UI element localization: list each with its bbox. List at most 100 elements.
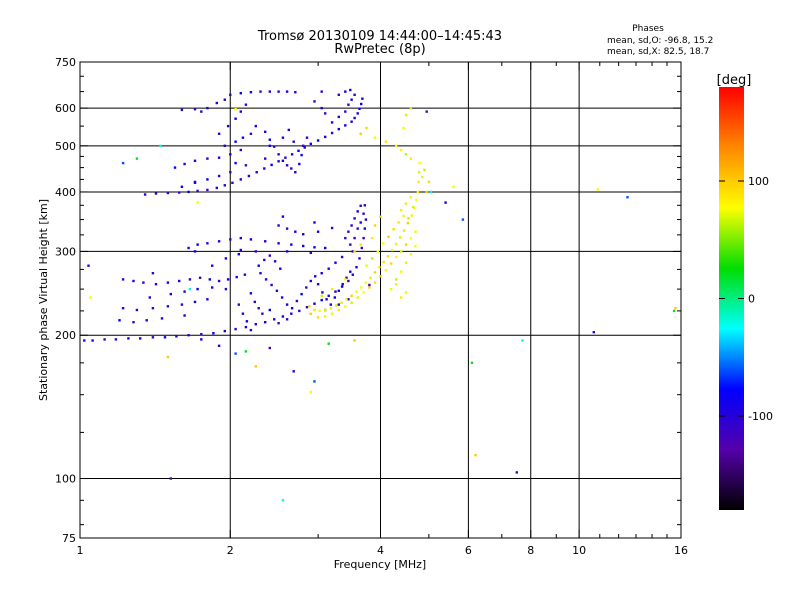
data-point	[395, 283, 398, 286]
colorbar-label: [deg]	[717, 73, 752, 88]
data-point	[257, 307, 260, 310]
colorbar-ticks: 100 0 -100	[719, 175, 773, 423]
data-point	[347, 298, 350, 301]
data-point	[362, 212, 365, 215]
data-point	[277, 160, 280, 163]
data-point	[330, 312, 334, 315]
data-point	[353, 236, 356, 240]
data-point	[425, 110, 428, 113]
data-point	[154, 283, 158, 286]
data-point	[268, 138, 271, 141]
data-point	[183, 314, 186, 317]
data-point	[139, 337, 142, 340]
data-point	[249, 91, 253, 94]
data-point	[239, 92, 242, 95]
data-point	[263, 258, 266, 262]
data-point	[351, 250, 354, 253]
data-point	[392, 228, 395, 231]
data-point	[347, 230, 350, 233]
data-point	[154, 192, 158, 195]
data-point	[410, 214, 413, 217]
data-point	[418, 161, 421, 165]
data-point	[384, 269, 388, 272]
data-point	[329, 303, 332, 306]
data-point	[169, 477, 172, 480]
data-point	[263, 167, 266, 170]
data-point	[402, 126, 405, 130]
data-point	[355, 290, 358, 293]
data-point	[244, 350, 248, 353]
data-point	[515, 471, 518, 474]
data-point	[89, 296, 92, 299]
data-point	[308, 305, 311, 308]
data-point	[344, 278, 347, 281]
data-point	[264, 157, 267, 160]
data-point	[344, 90, 347, 93]
data-point	[285, 227, 289, 230]
data-point	[226, 278, 230, 281]
data-point	[316, 230, 320, 233]
data-point	[264, 130, 267, 133]
data-point	[253, 300, 256, 304]
data-point	[353, 339, 356, 342]
data-point	[320, 90, 323, 93]
data-point	[389, 287, 393, 291]
data-point	[351, 273, 354, 276]
data-point	[206, 298, 209, 301]
data-point	[330, 131, 334, 135]
data-point	[206, 157, 209, 160]
data-point	[371, 257, 374, 260]
data-point	[180, 303, 184, 306]
data-point	[404, 291, 408, 294]
data-point	[387, 235, 390, 238]
data-point	[360, 102, 363, 106]
data-point	[414, 230, 417, 233]
data-point	[350, 120, 353, 123]
data-point	[303, 146, 306, 149]
x-tick-label: 16	[674, 544, 688, 557]
data-point	[404, 113, 408, 117]
data-point	[358, 257, 361, 260]
data-point	[217, 174, 221, 178]
data-point	[329, 307, 332, 310]
data-point	[87, 264, 90, 267]
data-point	[257, 264, 260, 267]
data-point	[400, 250, 403, 253]
data-point	[175, 335, 178, 338]
data-point	[359, 132, 362, 135]
data-point	[239, 148, 242, 152]
data-point	[237, 253, 240, 256]
data-point	[234, 327, 237, 331]
data-point	[234, 161, 237, 165]
data-point	[353, 116, 356, 120]
data-point	[166, 191, 170, 195]
data-point	[281, 136, 285, 139]
data-point	[350, 294, 353, 297]
data-point	[151, 336, 155, 339]
data-point	[309, 251, 312, 254]
data-point	[395, 278, 398, 281]
data-point	[404, 261, 408, 264]
data-point	[200, 333, 203, 336]
data-point	[305, 306, 309, 309]
data-point	[261, 312, 264, 315]
data-point	[406, 221, 410, 225]
data-point	[135, 157, 139, 160]
data-point	[297, 149, 300, 152]
data-point	[193, 108, 197, 111]
data-point	[188, 287, 192, 291]
data-point	[313, 302, 316, 305]
stats-x-mode: mean, sd,X: 82.5, 18.7	[607, 47, 709, 57]
data-point	[245, 320, 249, 323]
data-point	[239, 178, 242, 181]
data-point	[234, 140, 237, 143]
data-point	[132, 321, 135, 324]
data-point	[277, 242, 280, 245]
data-point	[298, 309, 301, 313]
data-point	[217, 132, 221, 135]
data-point	[196, 201, 199, 204]
y-tick-label: 750	[55, 56, 76, 69]
data-point	[359, 221, 362, 224]
data-point	[277, 322, 280, 325]
